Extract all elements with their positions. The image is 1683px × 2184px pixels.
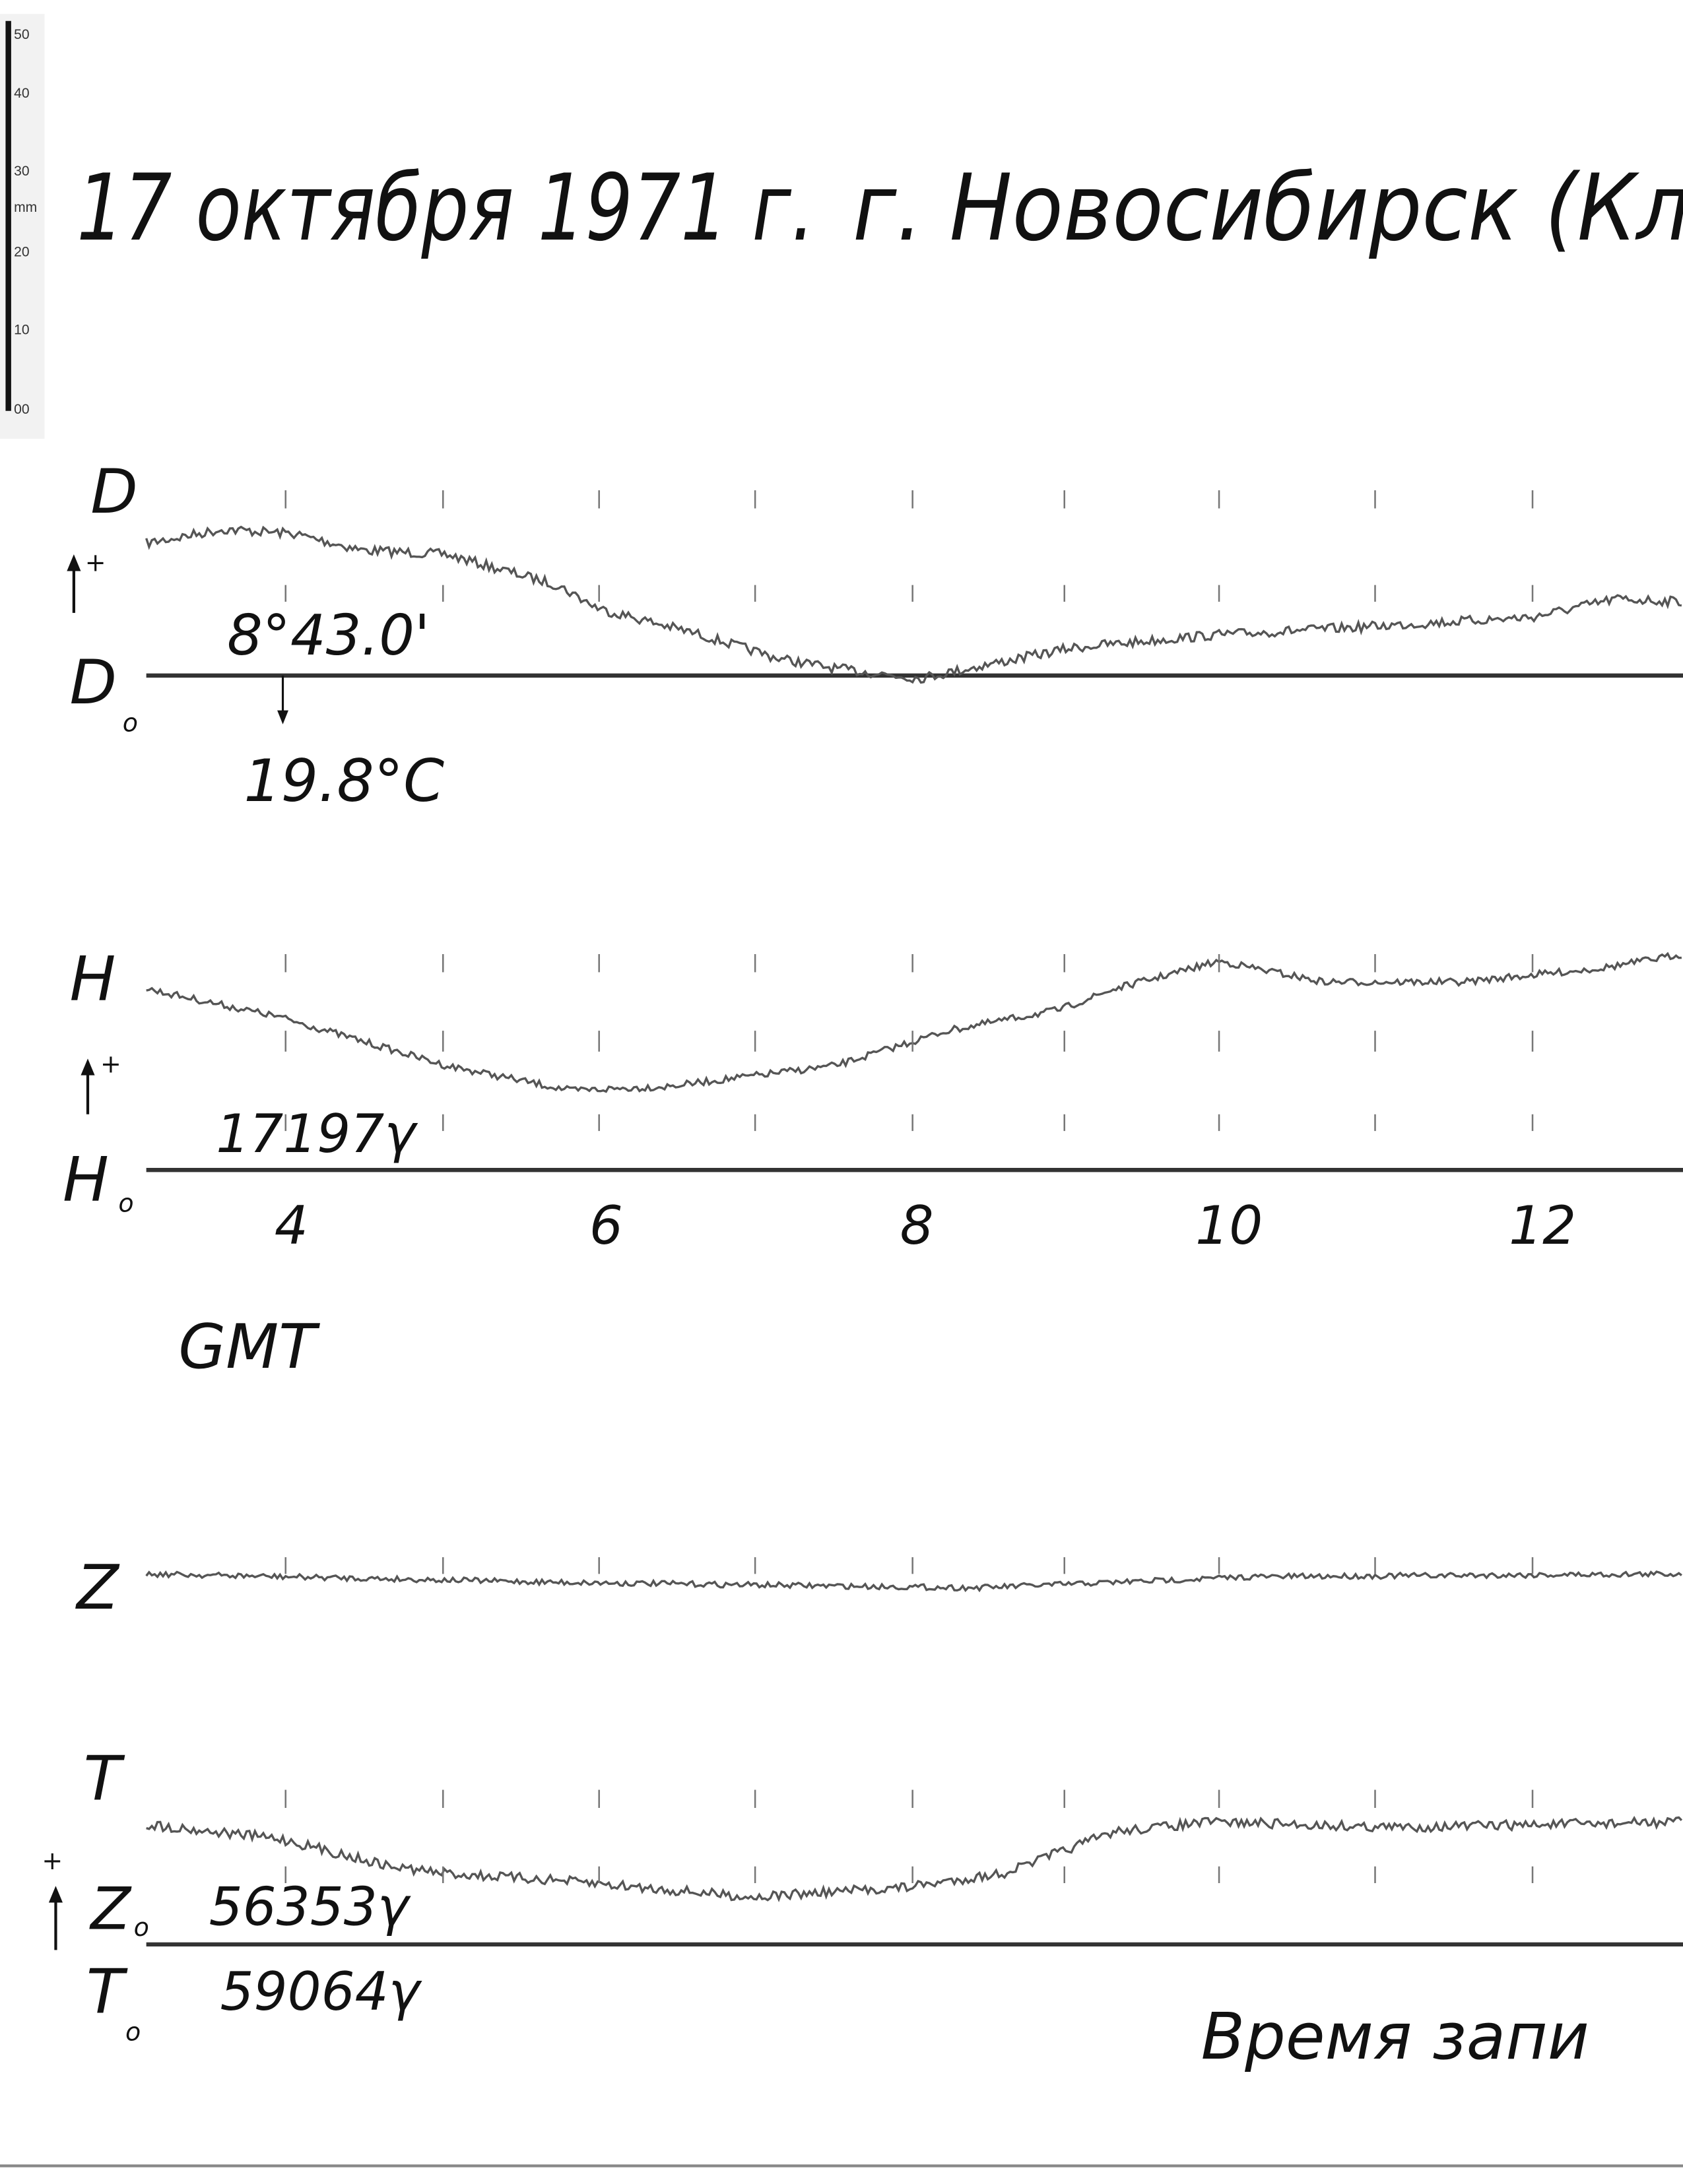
arrow-head: [67, 554, 81, 571]
ruler-label: 30: [14, 164, 29, 179]
z-label: Z: [75, 1552, 120, 1623]
place: г. Новосибирск (Клн: [853, 154, 1683, 261]
z-base-sub: o: [134, 1913, 149, 1942]
t-sign: +: [42, 1846, 63, 1875]
t-base-label: T: [86, 1956, 128, 2027]
z-base-value: 56353γ: [209, 1876, 411, 1937]
time-label: 4: [275, 1195, 308, 1256]
time-unit: GMT: [178, 1311, 320, 1382]
t-base-value: 59064γ: [220, 1961, 422, 2022]
d-trace: [145, 525, 1682, 684]
time-label: 10: [1195, 1195, 1263, 1256]
time-label: 12: [1509, 1195, 1576, 1256]
ruler: 50 40 30 mm 20 10 00: [0, 14, 45, 439]
h-label: H: [70, 944, 116, 1015]
h-trace: [146, 951, 1682, 1093]
arrow-head: [48, 1886, 63, 1903]
ruler-label: 20: [14, 244, 29, 259]
t-trace: [146, 1815, 1683, 1903]
h-base-sub: o: [118, 1189, 133, 1218]
t-base-sub: o: [125, 2018, 141, 2047]
h-sign: +: [100, 1049, 121, 1078]
date: 17 октября 1971 г.: [77, 154, 815, 261]
arrow-head: [81, 1058, 95, 1076]
time-label: 6: [589, 1195, 623, 1256]
footer-note: Время запи: [1201, 1999, 1589, 2074]
arrow-head: [277, 710, 288, 724]
ruler-label: 00: [14, 402, 29, 417]
d-base-label: D: [70, 647, 117, 718]
ruler-label: 50: [14, 27, 29, 42]
ruler-label: 40: [14, 86, 29, 101]
temperature: 19.8°C: [244, 747, 444, 815]
time-label: 8: [900, 1195, 934, 1256]
d-base-value: 8°43.0': [227, 603, 430, 668]
ruler-unit: mm: [14, 200, 37, 215]
d-label: D: [90, 456, 138, 527]
t-label: T: [84, 1743, 125, 1814]
ruler-label: 10: [14, 323, 29, 338]
z-trace: [145, 1570, 1682, 1593]
z-base-label: Z: [89, 1875, 132, 1943]
d-base-sub: o: [123, 708, 138, 737]
h-base-value: 17197γ: [216, 1103, 418, 1165]
h-base-label: H: [63, 1144, 109, 1215]
d-sign: +: [85, 548, 106, 577]
